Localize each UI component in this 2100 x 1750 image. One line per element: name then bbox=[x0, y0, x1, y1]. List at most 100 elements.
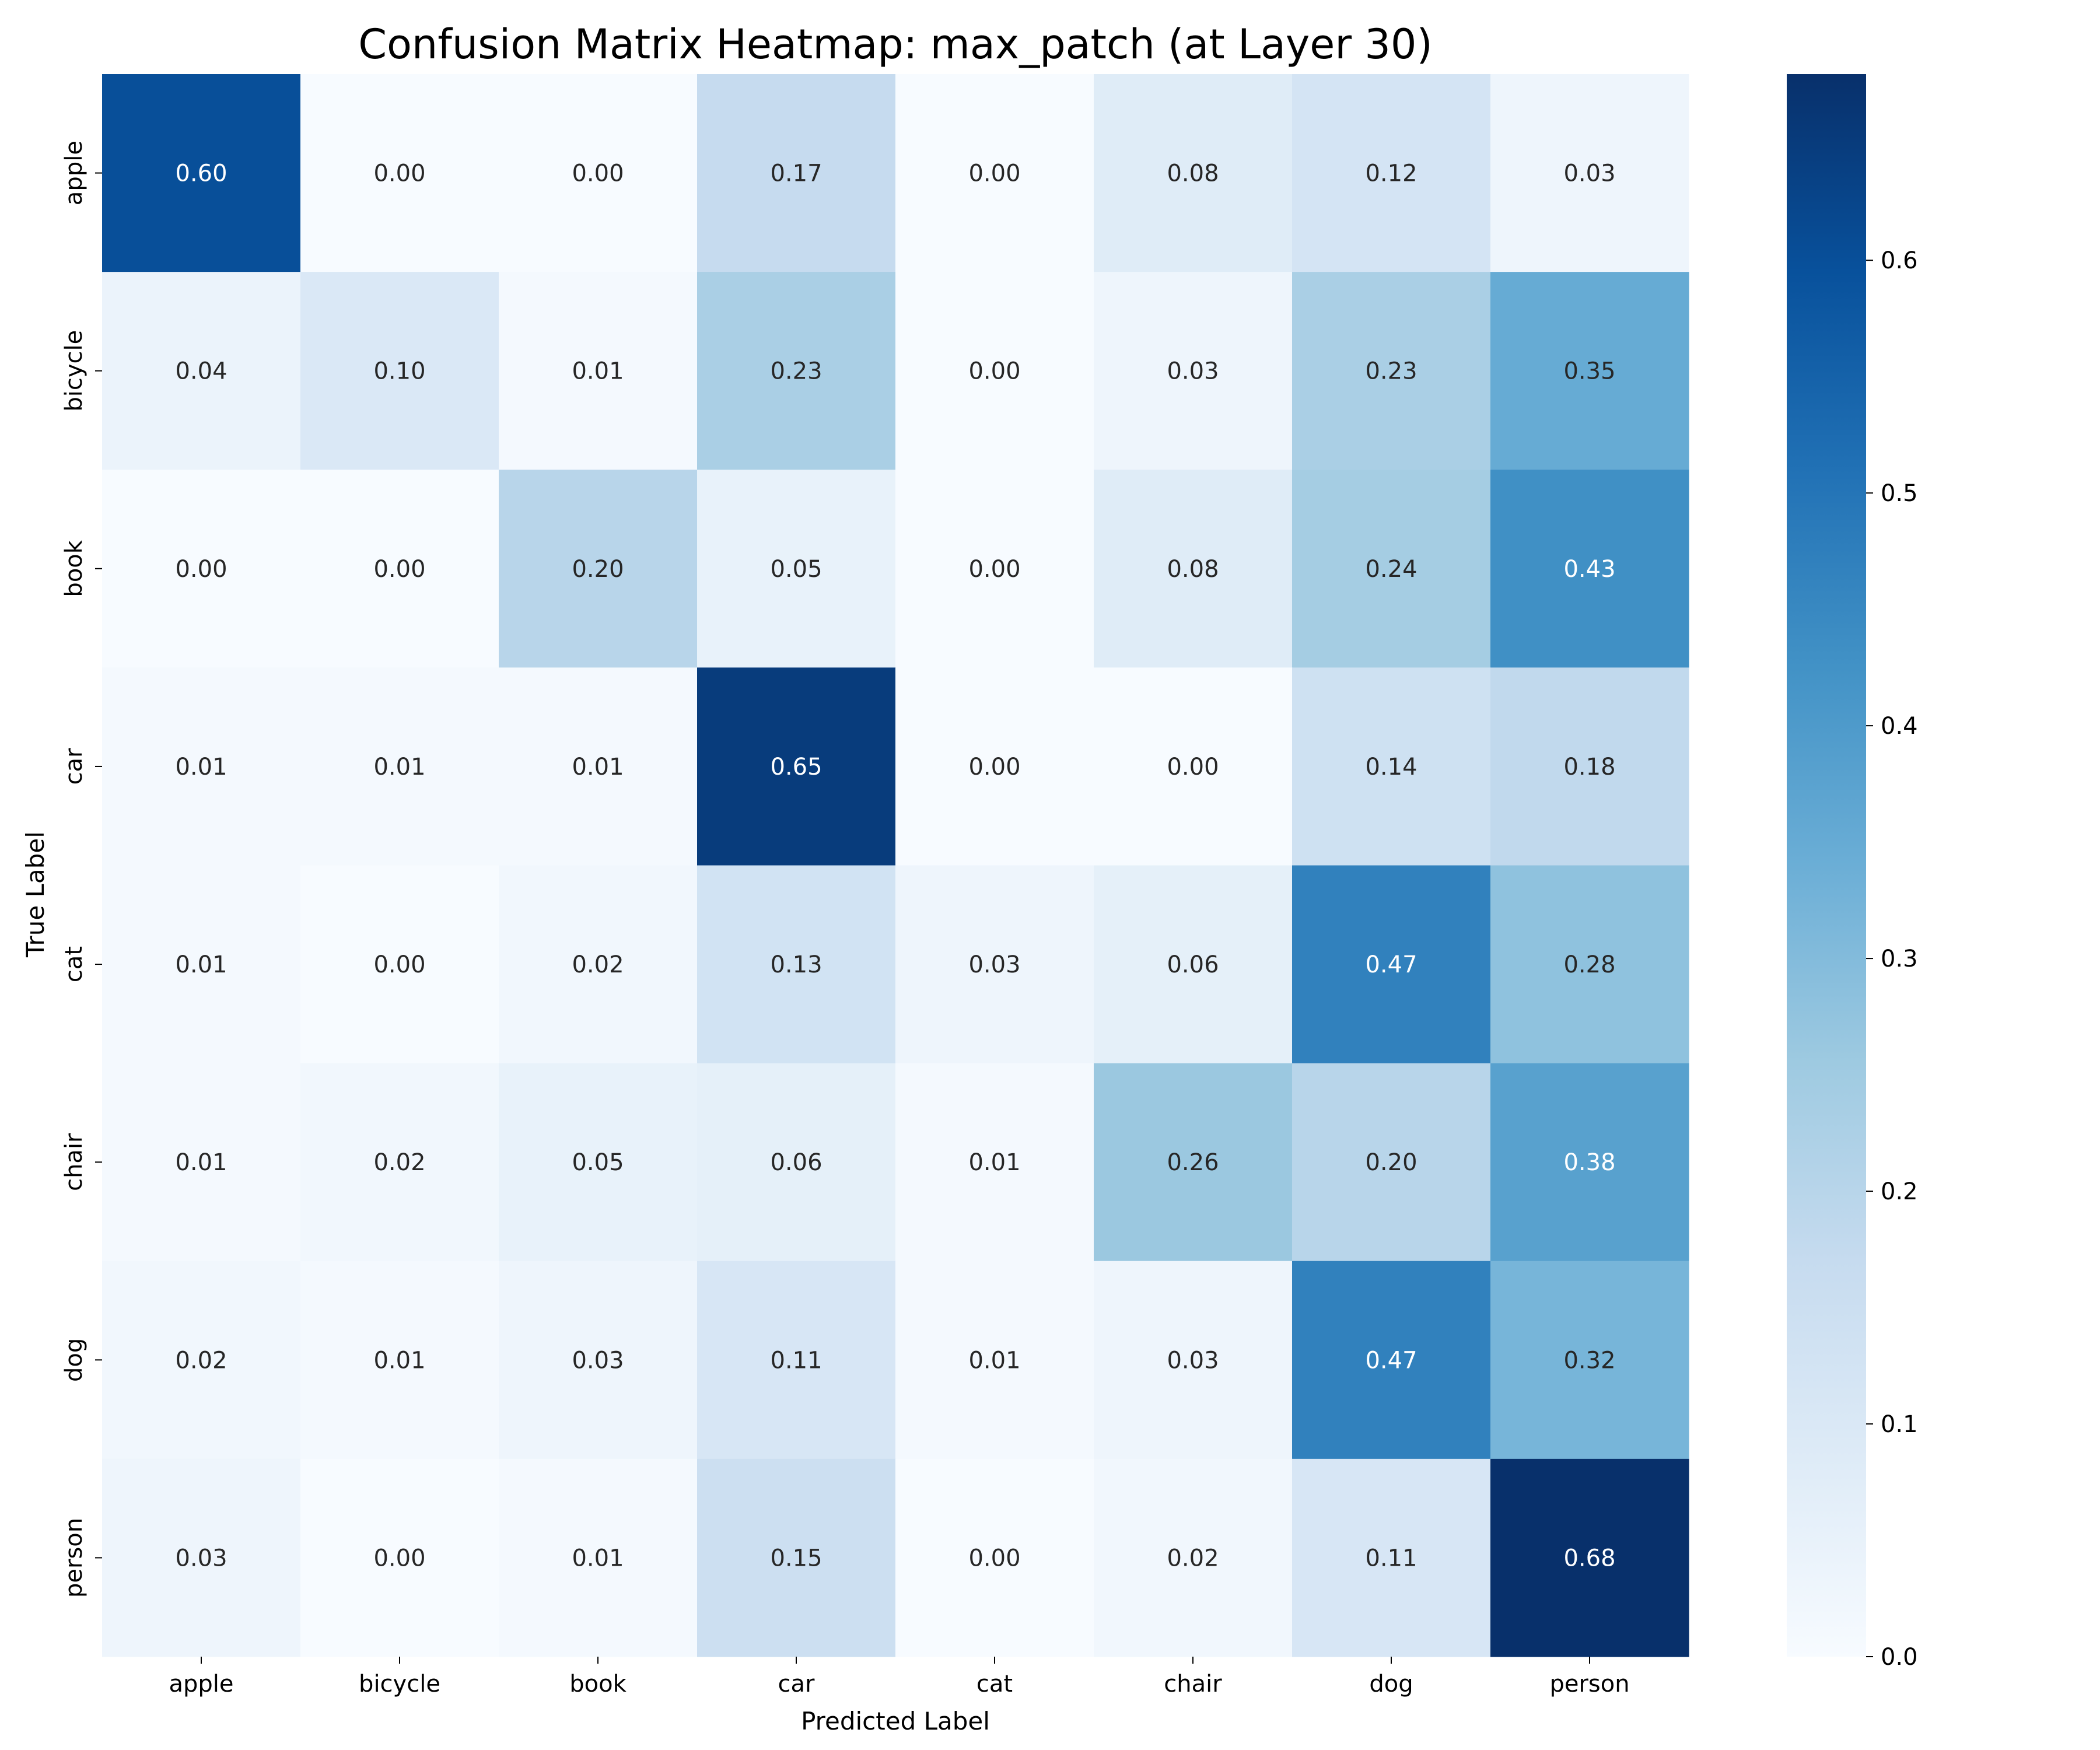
heatmap-cell bbox=[499, 470, 698, 668]
heatmap-cell bbox=[895, 865, 1094, 1064]
heatmap-cell bbox=[499, 272, 698, 470]
heatmap-cell bbox=[1094, 667, 1293, 866]
heatmap-cell bbox=[697, 1063, 896, 1262]
cell-value-label: 0.38 bbox=[1563, 1149, 1615, 1176]
heatmap-cell bbox=[102, 667, 301, 866]
heatmap-cell bbox=[1490, 1063, 1689, 1262]
heatmap-cell bbox=[1490, 470, 1689, 668]
heatmap-cells bbox=[102, 74, 1689, 1657]
cell-value-label: 0.03 bbox=[1563, 160, 1615, 187]
cell-value-label: 0.12 bbox=[1365, 160, 1417, 187]
cell-value-label: 0.08 bbox=[1167, 160, 1219, 187]
y-tick-label: chair bbox=[61, 1133, 88, 1191]
y-tick-label: apple bbox=[61, 141, 88, 205]
cell-value-label: 0.00 bbox=[1167, 754, 1219, 780]
cell-value-label: 0.10 bbox=[373, 358, 425, 385]
heatmap-cell bbox=[300, 74, 499, 272]
heatmap-cell bbox=[499, 667, 698, 866]
heatmap-cell bbox=[895, 470, 1094, 668]
cell-value-label: 0.00 bbox=[968, 160, 1020, 187]
heatmap-cell bbox=[1292, 470, 1491, 668]
heatmap-cell bbox=[1490, 1261, 1689, 1460]
cell-value-label: 0.13 bbox=[770, 951, 822, 978]
cell-value-label: 0.06 bbox=[770, 1149, 822, 1176]
heatmap-cell bbox=[102, 470, 301, 668]
heatmap-cell bbox=[697, 667, 896, 866]
cell-value-label: 0.03 bbox=[1167, 358, 1219, 385]
heatmap-cell bbox=[102, 865, 301, 1064]
colorbar-ticks: 0.0 0.1 0.2 0.3 0.4 0.5 0.6 bbox=[1866, 247, 1918, 1671]
heatmap-cell bbox=[895, 1458, 1094, 1657]
heatmap-cell bbox=[895, 1063, 1094, 1262]
cell-value-label: 0.00 bbox=[175, 556, 227, 583]
heatmap-cell bbox=[300, 470, 499, 668]
x-axis-label: Predicted Label bbox=[801, 1707, 990, 1735]
cell-value-label: 0.02 bbox=[572, 951, 624, 978]
heatmap-cell bbox=[895, 272, 1094, 470]
y-axis: apple bicycle book car cat chair dog person bbox=[61, 141, 102, 1598]
chart-title: Confusion Matrix Heatmap: max_patch (at … bbox=[358, 20, 1433, 68]
cell-value-label: 0.15 bbox=[770, 1545, 822, 1572]
heatmap-cell bbox=[300, 1063, 499, 1262]
cell-value-label: 0.20 bbox=[572, 556, 624, 583]
heatmap-cell bbox=[1292, 1458, 1491, 1657]
colorbar-tick-label: 0.1 bbox=[1881, 1411, 1918, 1438]
cell-value-label: 0.26 bbox=[1167, 1149, 1219, 1176]
heatmap-cell bbox=[499, 865, 698, 1064]
cell-value-label: 0.01 bbox=[373, 1347, 425, 1374]
y-tick-label: book bbox=[61, 540, 88, 597]
cell-value-label: 0.18 bbox=[1563, 754, 1615, 780]
cell-value-label: 0.02 bbox=[175, 1347, 227, 1374]
y-axis-label: True Label bbox=[21, 831, 50, 958]
heatmap-cell bbox=[1292, 1063, 1491, 1262]
heatmap-cell bbox=[895, 1261, 1094, 1460]
heatmap-cell bbox=[697, 470, 896, 668]
cell-value-label: 0.00 bbox=[968, 754, 1020, 780]
cell-value-label: 0.47 bbox=[1365, 1347, 1417, 1374]
cell-value-label: 0.20 bbox=[1365, 1149, 1417, 1176]
colorbar bbox=[1787, 74, 1866, 1657]
x-tick-label: bicycle bbox=[359, 1671, 440, 1698]
cell-value-label: 0.14 bbox=[1365, 754, 1417, 780]
heatmap-cell bbox=[1292, 667, 1491, 866]
heatmap-cell-labels: 0.60 0.00 0.00 0.17 0.00 0.08 0.12 0.03 0.04 0.10… bbox=[175, 160, 1615, 1572]
heatmap-cell bbox=[300, 865, 499, 1064]
cell-value-label: 0.01 bbox=[175, 951, 227, 978]
heatmap-cell bbox=[1094, 272, 1293, 470]
cell-value-label: 0.03 bbox=[1167, 1347, 1219, 1374]
cell-value-label: 0.00 bbox=[373, 160, 425, 187]
heatmap-cell bbox=[697, 272, 896, 470]
y-tick-label: bicycle bbox=[61, 330, 88, 412]
cell-value-label: 0.05 bbox=[770, 556, 822, 583]
cell-value-label: 0.65 bbox=[770, 754, 822, 780]
heatmap-cell bbox=[1094, 74, 1293, 272]
cell-value-label: 0.24 bbox=[1365, 556, 1417, 583]
heatmap-cell bbox=[499, 74, 698, 272]
heatmap-cell bbox=[102, 1458, 301, 1657]
heatmap-cell bbox=[1490, 865, 1689, 1064]
cell-value-label: 0.17 bbox=[770, 160, 822, 187]
heatmap-cell bbox=[300, 667, 499, 866]
heatmap-cell bbox=[697, 74, 896, 272]
y-tick-label: person bbox=[61, 1518, 88, 1598]
x-tick-label: apple bbox=[169, 1671, 233, 1698]
cell-value-label: 0.00 bbox=[373, 1545, 425, 1572]
heatmap-cell bbox=[895, 667, 1094, 866]
heatmap-cell bbox=[102, 1063, 301, 1262]
heatmap-cell bbox=[1490, 1458, 1689, 1657]
cell-value-label: 0.01 bbox=[572, 358, 624, 385]
x-tick-label: book bbox=[569, 1671, 626, 1698]
cell-value-label: 0.68 bbox=[1563, 1545, 1615, 1572]
cell-value-label: 0.00 bbox=[572, 160, 624, 187]
cell-value-label: 0.03 bbox=[968, 951, 1020, 978]
cell-value-label: 0.28 bbox=[1563, 951, 1615, 978]
heatmap-cell bbox=[102, 272, 301, 470]
heatmap-cell bbox=[1490, 667, 1689, 866]
cell-value-label: 0.04 bbox=[175, 358, 227, 385]
cell-value-label: 0.02 bbox=[373, 1149, 425, 1176]
colorbar-tick-label: 0.5 bbox=[1881, 480, 1918, 507]
cell-value-label: 0.01 bbox=[373, 754, 425, 780]
x-tick-label: dog bbox=[1369, 1671, 1413, 1698]
heatmap-cell bbox=[1490, 74, 1689, 272]
